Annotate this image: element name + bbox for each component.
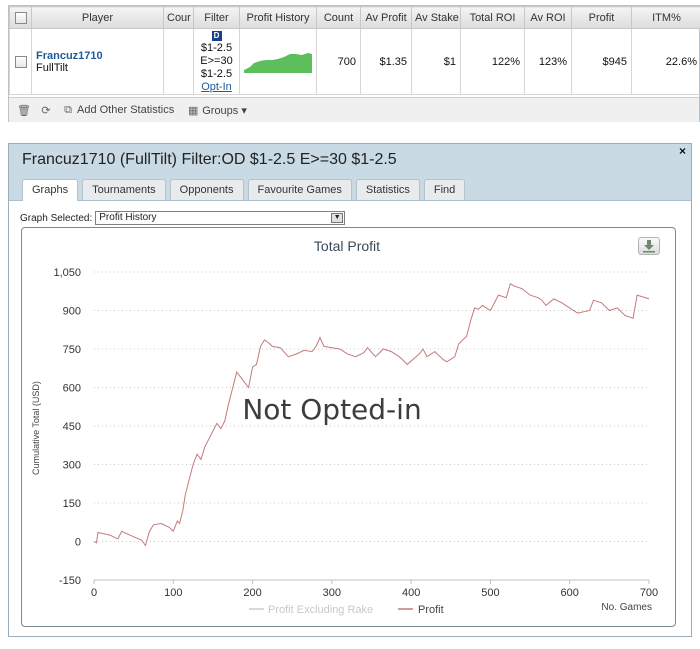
y-tick-label: 150 <box>63 498 81 510</box>
groups-dropdown[interactable]: Groups ▾ <box>202 104 247 117</box>
legend: Profit Excluding Rake Profit <box>249 604 444 616</box>
download-chart-button[interactable] <box>638 237 660 255</box>
column-header-total-roi[interactable]: Total ROI <box>460 6 525 29</box>
column-header-profit[interactable]: Profit <box>571 6 632 29</box>
column-header-profit-history[interactable]: Profit History <box>239 6 317 29</box>
stats-footer: 🗑 ⟳ ⧉ Add Other Statistics ▦ Groups ▾ <box>9 97 699 122</box>
stats-panel: Player Cour Filter Profit History Count … <box>8 5 700 122</box>
y-tick-label: -150 <box>59 575 81 587</box>
player-name-link[interactable]: Francuz1710 <box>36 49 103 62</box>
legend-label-profit[interactable]: Profit <box>418 604 444 616</box>
total-roi-cell: 122% <box>460 28 525 95</box>
graph-select-row: Graph Selected: Profit History ▼ <box>20 211 346 225</box>
profit-series-line <box>93 282 650 547</box>
row-checkbox[interactable] <box>14 55 27 68</box>
window-title: Francuz1710 (FullTilt) Filter:OD $1-2.5 … <box>22 151 397 168</box>
filter-cell: D $1-2.5 E>=30 $1-2.5 Opt-In <box>193 28 240 95</box>
table-row: Francuz1710 FullTilt D $1-2.5 E>=30 $1-2… <box>9 28 700 95</box>
dropdown-arrow-icon[interactable]: ▼ <box>331 213 344 223</box>
tab-find[interactable]: Find <box>423 179 466 200</box>
table-header-row: Player Cour Filter Profit History Count … <box>9 6 700 29</box>
not-opted-in-watermark: Not Opted-in <box>242 393 421 426</box>
chevron-down-icon: ▾ <box>241 104 247 117</box>
filter-line-3: $1-2.5 <box>200 68 233 80</box>
y-tick-label: 450 <box>63 421 81 433</box>
itm-cell: 22.6% <box>631 28 700 95</box>
count-cell: 700 <box>316 28 361 95</box>
groups-icon: ▦ <box>188 104 199 117</box>
y-tick-label: 600 <box>63 383 81 395</box>
profit-history-sparkline[interactable] <box>244 51 312 73</box>
tab-graphs[interactable]: Graphs <box>22 179 79 201</box>
column-header-av-roi[interactable]: Av ROI <box>524 6 572 29</box>
sparkline-area <box>244 52 312 73</box>
x-tick-label: 300 <box>323 587 341 599</box>
chart-frame: Total Profit -150 0 150 300 450 600 750 900 1,05… <box>21 227 676 627</box>
groups-label: Groups <box>202 104 239 117</box>
y-axis-label: Cumulative Total (USD) <box>31 381 41 475</box>
x-tick-label: 100 <box>164 587 182 599</box>
column-header-av-profit[interactable]: Av Profit <box>360 6 412 29</box>
av-profit-cell: $1.35 <box>360 28 412 95</box>
column-header-itm[interactable]: ITM% <box>631 6 700 29</box>
column-header-count[interactable]: Count <box>316 6 361 29</box>
x-tick-label: 0 <box>91 587 97 599</box>
x-tick-label: 200 <box>243 587 261 599</box>
player-cell: Francuz1710 FullTilt <box>31 28 164 95</box>
trash-icon[interactable]: 🗑 <box>17 104 31 117</box>
x-tick-label: 500 <box>481 587 499 599</box>
graph-window: Francuz1710 (FullTilt) Filter:OD $1-2.5 … <box>8 143 692 637</box>
close-button[interactable]: × <box>678 144 686 158</box>
y-tick-label: 300 <box>63 460 81 472</box>
refresh-icon[interactable]: ⟳ <box>41 104 51 117</box>
grid-layer <box>94 271 649 542</box>
player-site: FullTilt <box>36 61 68 74</box>
graph-selected-label: Graph Selected: <box>20 212 93 224</box>
tab-opponents[interactable]: Opponents <box>169 179 244 200</box>
row-checkbox-cell[interactable] <box>9 28 32 95</box>
tab-tournaments[interactable]: Tournaments <box>82 179 166 200</box>
column-header-country[interactable]: Cour <box>163 6 194 29</box>
x-tick-labels: 0 100 200 300 400 500 600 700 <box>91 580 658 599</box>
chart-title: Total Profit <box>314 238 380 254</box>
y-tick-label: 0 <box>75 537 81 549</box>
av-stake-cell: $1 <box>411 28 461 95</box>
tab-favourite-games[interactable]: Favourite Games <box>247 179 352 200</box>
window-header: Francuz1710 (FullTilt) Filter:OD $1-2.5 … <box>9 144 691 201</box>
y-tick-label: 750 <box>63 344 81 356</box>
select-all-checkbox-cell[interactable] <box>9 6 32 29</box>
x-tick-label: 700 <box>640 587 658 599</box>
graph-select-dropdown[interactable]: Profit History ▼ <box>95 211 346 225</box>
select-all-checkbox[interactable] <box>14 11 27 24</box>
download-icon <box>643 240 655 253</box>
x-tick-label: 400 <box>402 587 420 599</box>
graph-select-value: Profit History <box>99 212 157 223</box>
y-tick-label: 1,050 <box>53 267 81 279</box>
add-other-statistics-button[interactable]: Add Other Statistics <box>77 104 175 116</box>
tab-bar: Graphs Tournaments Opponents Favourite G… <box>22 179 469 201</box>
profit-chart: Total Profit -150 0 150 300 450 600 750 900 1,05… <box>31 238 658 616</box>
column-header-filter[interactable]: Filter <box>193 6 240 29</box>
y-tick-label: 900 <box>63 306 81 318</box>
profit-history-cell <box>239 28 317 95</box>
av-roi-cell: 123% <box>524 28 572 95</box>
y-tick-labels: -150 0 150 300 450 600 750 900 1,050 <box>53 267 81 587</box>
add-stats-icon: ⧉ <box>64 103 72 116</box>
x-tick-label: 600 <box>561 587 579 599</box>
legend-label-profit-excluding-rake[interactable]: Profit Excluding Rake <box>268 604 373 616</box>
x-axis-label: No. Games <box>601 602 652 613</box>
stats-table: Player Cour Filter Profit History Count … <box>9 6 700 95</box>
opt-in-link[interactable]: Opt-In <box>201 81 232 93</box>
column-header-av-stake[interactable]: Av Stake <box>411 6 461 29</box>
filter-type-icon[interactable]: D <box>211 31 222 41</box>
column-header-player[interactable]: Player <box>31 6 164 29</box>
country-cell <box>163 28 194 95</box>
tab-statistics[interactable]: Statistics <box>355 179 420 200</box>
filter-line-1: $1-2.5 <box>200 42 233 54</box>
filter-line-2: E>=30 <box>200 55 233 67</box>
profit-cell: $945 <box>571 28 632 95</box>
